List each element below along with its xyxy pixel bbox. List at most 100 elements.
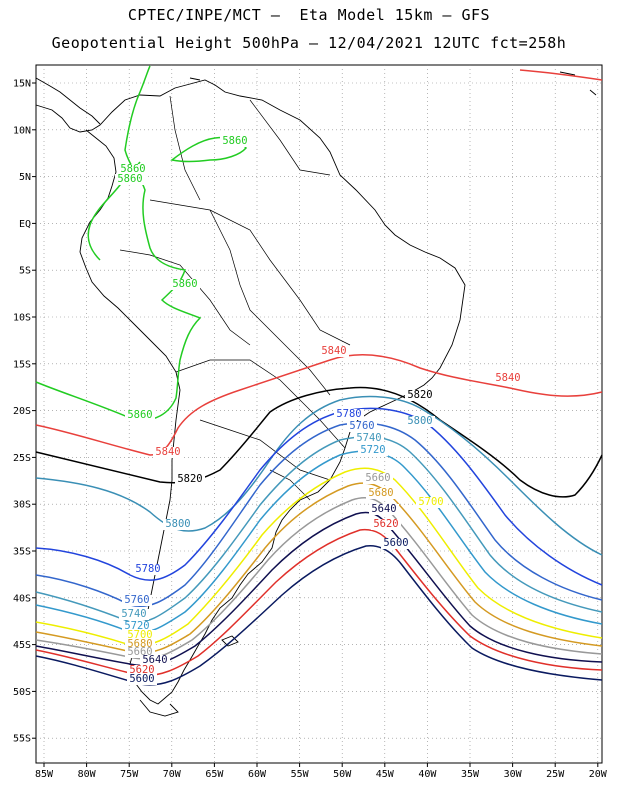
south-america-outline	[35, 79, 466, 705]
contour-label-5760: 5760	[349, 420, 374, 432]
lat-tick-label: 20S	[13, 406, 31, 417]
contour-label-5720: 5720	[360, 444, 385, 456]
contour-label-5640: 5640	[371, 503, 396, 515]
contour-label-5720: 5720	[124, 620, 149, 632]
lon-tick-label: 25W	[546, 769, 565, 780]
contour-label-5860: 5860	[120, 163, 145, 175]
contour-label-5680: 5680	[368, 487, 393, 499]
contour-5860-venezuela	[170, 136, 247, 163]
contour-label-bg	[347, 421, 377, 432]
contour-label-5760: 5760	[124, 594, 149, 606]
lat-tick-label: 35S	[13, 547, 31, 558]
lon-tick-label: 75W	[120, 769, 139, 780]
contour-5800	[35, 395, 603, 556]
contour-label-5860: 5860	[222, 135, 247, 147]
contour-label-5840: 5840	[495, 372, 520, 384]
contour-label-bg	[175, 474, 205, 485]
contour-label-bg	[140, 655, 170, 666]
contour-label-bg	[319, 346, 349, 357]
contour-label-5600: 5600	[383, 537, 408, 549]
map-frame	[35, 64, 603, 764]
contour-label-bg	[354, 433, 384, 444]
contour-5760	[35, 422, 603, 607]
country-borders	[119, 95, 351, 501]
contour-label-bg	[381, 538, 411, 549]
contour-label-bg	[366, 488, 396, 499]
lon-tick-label: 35W	[461, 769, 480, 780]
lat-tick-label: 50S	[13, 687, 31, 698]
contour-label-bg	[363, 473, 393, 484]
lon-tick-label: 60W	[248, 769, 267, 780]
contour-label-5780: 5780	[135, 563, 160, 575]
lat-tick-label: 15S	[13, 359, 31, 370]
contour-label-bg	[127, 665, 157, 676]
lon-tick-label: 50W	[333, 769, 352, 780]
contour-label-5740: 5740	[121, 608, 146, 620]
lon-tick-label: 55W	[291, 769, 310, 780]
lat-tick-label: 5N	[19, 172, 31, 183]
contour-label-5800: 5800	[407, 415, 432, 427]
contour-label-bg	[371, 519, 401, 530]
lon-tick-label: 40W	[418, 769, 437, 780]
contour-label-5620: 5620	[129, 664, 154, 676]
contour-5620	[35, 528, 603, 677]
contour-5840	[35, 354, 603, 456]
lat-tick-label: 5S	[19, 266, 31, 277]
contour-label-bg	[170, 279, 200, 290]
contour-label-5600: 5600	[129, 673, 154, 685]
lon-tick-label: 70W	[163, 769, 182, 780]
contour-5780	[35, 407, 603, 586]
lat-tick-label: 45S	[13, 640, 31, 651]
contour-label-5820: 5820	[177, 473, 202, 485]
contour-label-bg	[405, 416, 435, 427]
contour-label-5660: 5660	[365, 472, 390, 484]
contour-label-5740: 5740	[356, 432, 381, 444]
contour-5820	[35, 386, 603, 498]
tierra-del-fuego	[139, 699, 179, 717]
caribbean-islands	[189, 71, 597, 96]
contour-5860-west	[35, 65, 202, 421]
contour-label-5840: 5840	[321, 345, 346, 357]
contour-label-bg	[358, 445, 388, 456]
contour-label-5620: 5620	[373, 518, 398, 530]
lon-tick-label: 45W	[376, 769, 395, 780]
contour-label-5820: 5820	[407, 389, 432, 401]
lat-tick-label: 30S	[13, 500, 31, 511]
contour-label-bg	[119, 609, 149, 620]
falklands	[221, 635, 239, 647]
grid-lines	[36, 65, 602, 763]
contour-label-bg	[125, 639, 155, 650]
lon-tick-label: 20W	[589, 769, 608, 780]
contour-label-bg	[127, 674, 157, 685]
contour-label-bg	[125, 410, 155, 421]
contour-label-5860: 5860	[127, 409, 152, 421]
lat-tick-label: 15N	[13, 79, 31, 90]
contour-label-bg	[369, 504, 399, 515]
contour-5840-north	[519, 69, 603, 81]
contour-label-bg	[118, 164, 148, 175]
chart-subtitle: Geopotential Height 500hPa – 12/04/2021 …	[51, 34, 567, 52]
contour-5740	[35, 435, 603, 624]
contour-label-bg	[493, 373, 523, 384]
contour-label-bg	[133, 564, 163, 575]
contour-label-5700: 5700	[127, 629, 152, 641]
contour-label-5640: 5640	[142, 654, 167, 666]
coastlines	[35, 71, 597, 717]
lon-tick-label: 30W	[504, 769, 523, 780]
contour-label-bg	[416, 497, 446, 508]
contour-label-bg	[125, 630, 155, 641]
contour-5720	[35, 450, 603, 634]
contour-label-bg	[405, 390, 435, 401]
lat-tick-label: 40S	[13, 593, 31, 604]
contour-label-5700: 5700	[418, 496, 443, 508]
lat-tick-label: 10S	[13, 313, 31, 324]
contour-label-5800: 5800	[165, 518, 190, 530]
lat-tick-label: 25S	[13, 453, 31, 464]
contour-label-bg	[220, 136, 250, 147]
central-america	[35, 77, 101, 125]
contour-label-bg	[125, 647, 155, 658]
lat-tick-label: EQ	[19, 219, 31, 230]
contour-label-5840: 5840	[155, 446, 180, 458]
lat-tick-label: 55S	[13, 734, 31, 745]
